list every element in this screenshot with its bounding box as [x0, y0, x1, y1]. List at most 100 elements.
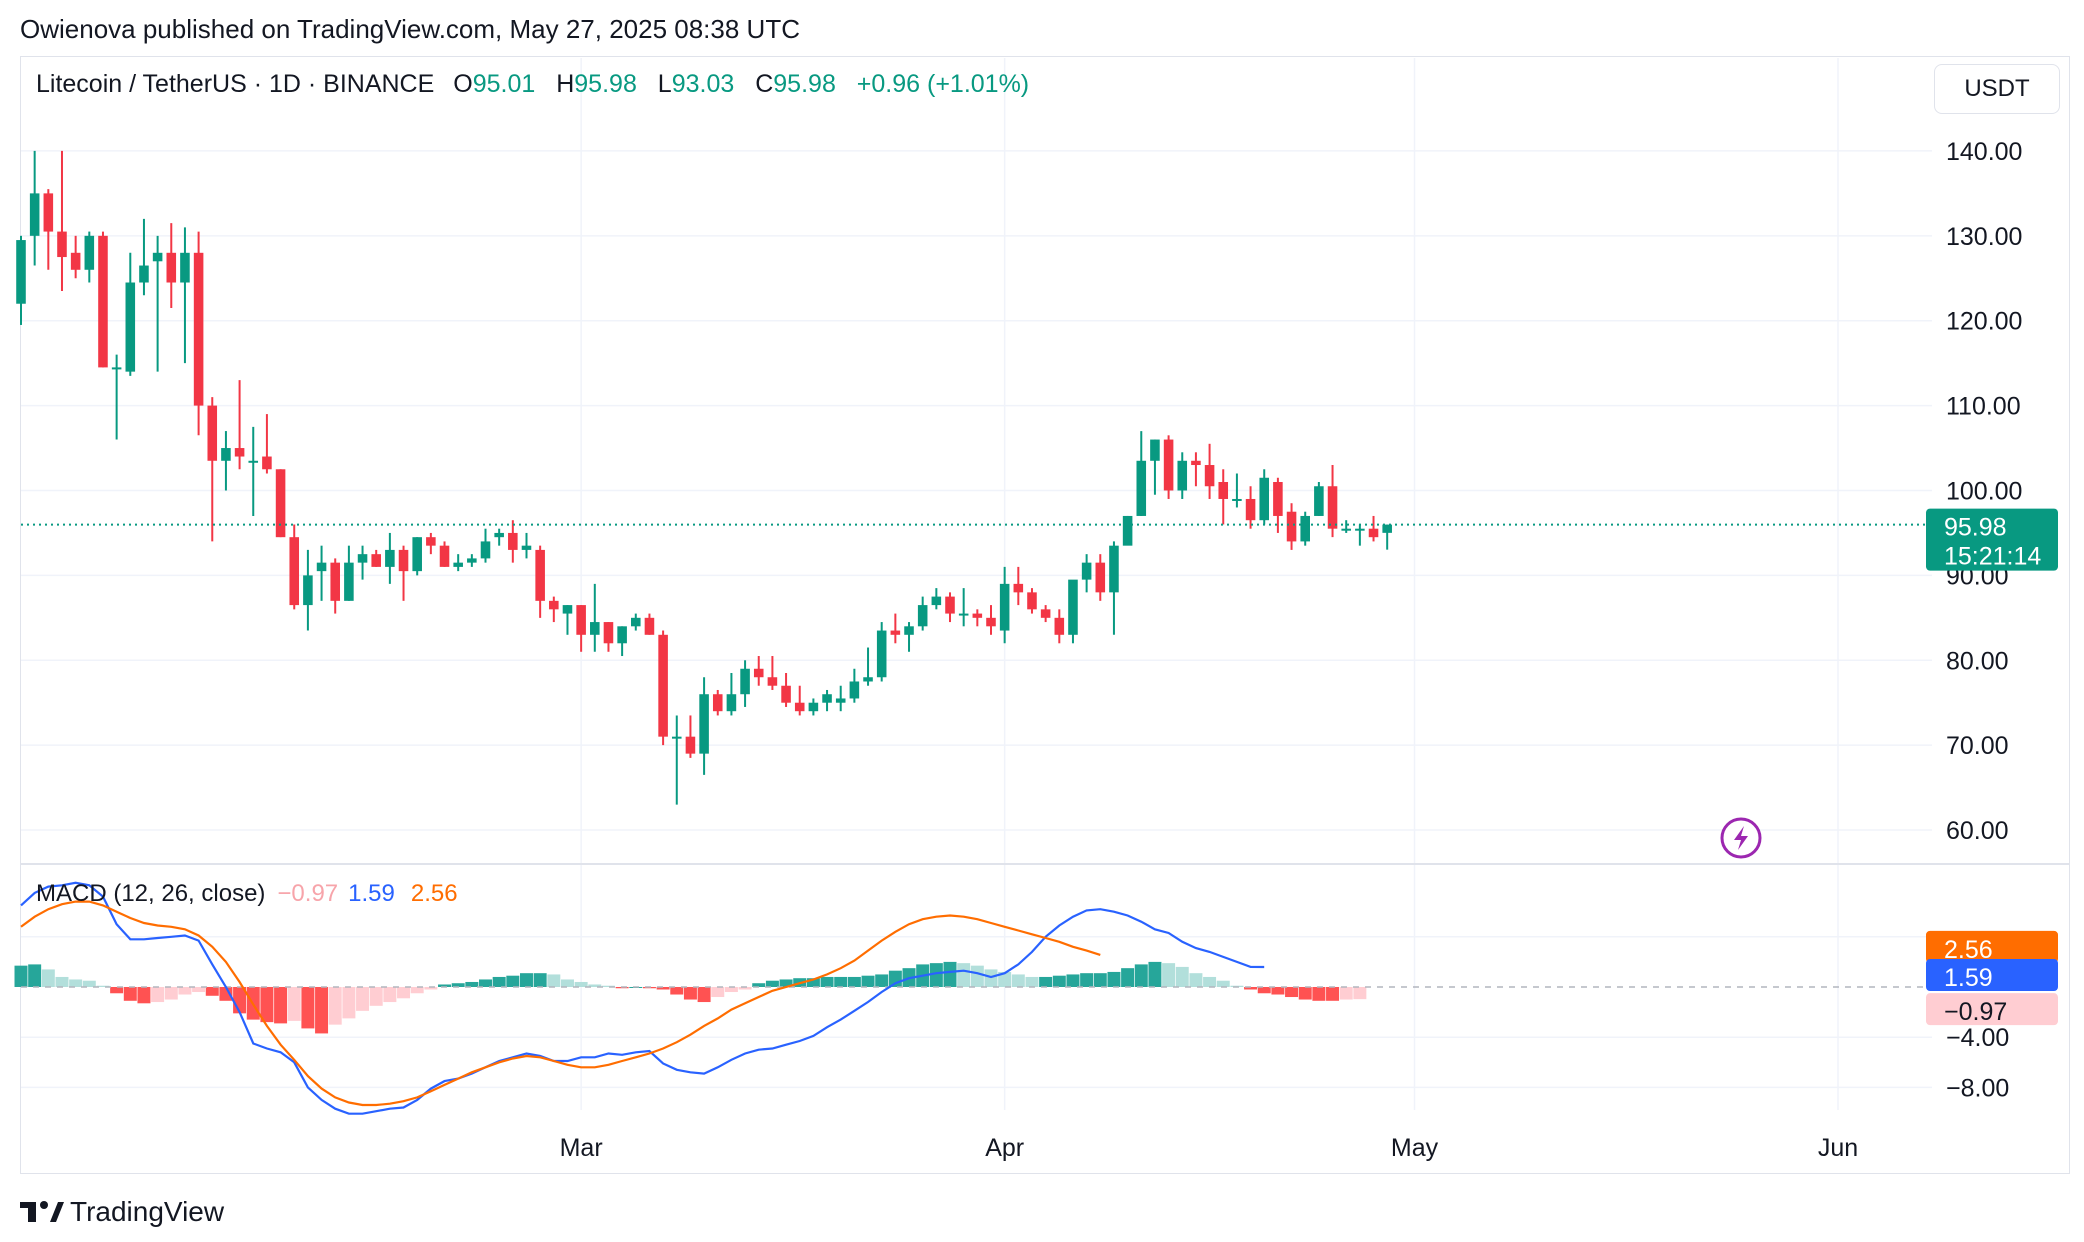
macd-hist-bar	[875, 974, 889, 987]
candle	[1109, 541, 1119, 635]
candle	[658, 630, 668, 746]
candle	[671, 715, 682, 805]
macd-legend[interactable]: MACD (12, 26, close) −0.97 1.59 2.56	[36, 880, 458, 908]
candle-body	[740, 668, 750, 695]
close-value: 95.98	[773, 70, 836, 98]
candle-body	[917, 605, 928, 627]
candle	[439, 541, 450, 567]
candle-body	[193, 252, 204, 406]
macd-hist-bar	[451, 983, 465, 987]
candle-body	[84, 235, 95, 270]
symbol-title[interactable]: Litecoin / TetherUS · 1D · BINANCE	[36, 70, 435, 98]
candle-body	[931, 596, 942, 606]
macd-hist-bar	[383, 986, 397, 1003]
candle	[398, 545, 409, 601]
candle-body	[480, 541, 491, 559]
macd-title: MACD (12, 26, close)	[36, 880, 266, 907]
candle	[958, 588, 969, 627]
candle-body	[999, 583, 1010, 631]
macd-hist-bar	[82, 980, 96, 987]
macd-hist-bar	[1285, 986, 1299, 998]
candle-body	[357, 554, 368, 563]
candle-body	[699, 694, 709, 754]
macd-hist-bar	[1066, 974, 1080, 987]
candle-body	[275, 469, 286, 538]
macd-hist-bar	[1025, 976, 1039, 987]
macd-hist-bar	[287, 986, 301, 1021]
candle	[1013, 566, 1024, 606]
candle	[808, 698, 819, 716]
price-tick-label: 80.00	[1946, 647, 2009, 675]
candle-body	[207, 405, 218, 461]
macd-signal-line	[20, 900, 1101, 1107]
candle	[453, 554, 463, 572]
macd-hist-bar	[1189, 973, 1203, 987]
candle-body	[576, 605, 586, 635]
macd-hist-bar	[1134, 964, 1148, 987]
macd-hist-bar	[110, 986, 124, 994]
tradingview-logo[interactable]: TradingView	[20, 1195, 224, 1229]
candle-body	[1286, 511, 1297, 542]
candle-body	[248, 460, 259, 463]
candle-body	[1273, 482, 1283, 516]
candle-body	[658, 634, 668, 737]
candle	[357, 545, 368, 580]
candle-body	[1341, 528, 1351, 531]
candle	[16, 235, 26, 325]
candle-body	[712, 694, 723, 712]
candle	[849, 668, 860, 703]
macd-hist-bar	[697, 986, 711, 1003]
macd-hist-bar	[888, 970, 902, 987]
candle-body	[125, 282, 136, 372]
candle	[603, 622, 614, 652]
candle-body	[986, 617, 996, 627]
open-label: O	[453, 70, 473, 98]
candle-body	[617, 626, 627, 644]
candle	[1081, 554, 1092, 593]
open-value: 95.01	[472, 70, 536, 98]
macd-hist-bar	[752, 983, 766, 987]
candle	[84, 231, 95, 283]
candle-body	[508, 532, 518, 550]
candle-body	[1136, 460, 1147, 516]
candle	[863, 647, 873, 686]
macd-hist-bar	[711, 986, 725, 998]
candle	[289, 524, 300, 610]
currency-button[interactable]: USDT	[1934, 64, 2060, 114]
macd-hist-bar	[1011, 974, 1025, 987]
candle-body	[1027, 592, 1037, 610]
macd-hist-bar	[861, 975, 875, 987]
candle-body	[1013, 583, 1024, 593]
candle	[535, 545, 545, 618]
macd-hist-bar	[847, 976, 861, 987]
candle	[1191, 452, 1201, 487]
candle	[986, 605, 996, 635]
macd-hist-bar	[1312, 986, 1326, 1001]
macd-hist-bar	[1203, 976, 1217, 987]
candle-body	[111, 367, 122, 370]
macd-hist-bar	[342, 986, 356, 1019]
macd-hist-bar	[96, 985, 110, 987]
candle-body	[767, 677, 778, 686]
candle-body	[794, 702, 805, 712]
macd-hist-bar	[301, 986, 315, 1029]
macd-hist-bar	[765, 980, 779, 987]
candle-body	[303, 575, 313, 606]
candle	[1286, 503, 1297, 550]
tradingview-brand: TradingView	[70, 1196, 225, 1227]
candle-body	[808, 702, 819, 712]
lightning-icon[interactable]	[1720, 817, 1762, 859]
candle	[767, 656, 778, 690]
macd-line-badge: 1.59	[1926, 959, 2058, 992]
candle	[467, 554, 477, 567]
macd-hist-bar	[260, 986, 274, 1023]
grid-lines	[21, 58, 1932, 1110]
candle	[521, 532, 532, 559]
candle	[1314, 482, 1324, 516]
candle-body	[863, 677, 873, 682]
candle-body	[1382, 524, 1392, 533]
candle	[1355, 524, 1365, 546]
candle	[1327, 465, 1338, 538]
candle	[1259, 469, 1270, 525]
